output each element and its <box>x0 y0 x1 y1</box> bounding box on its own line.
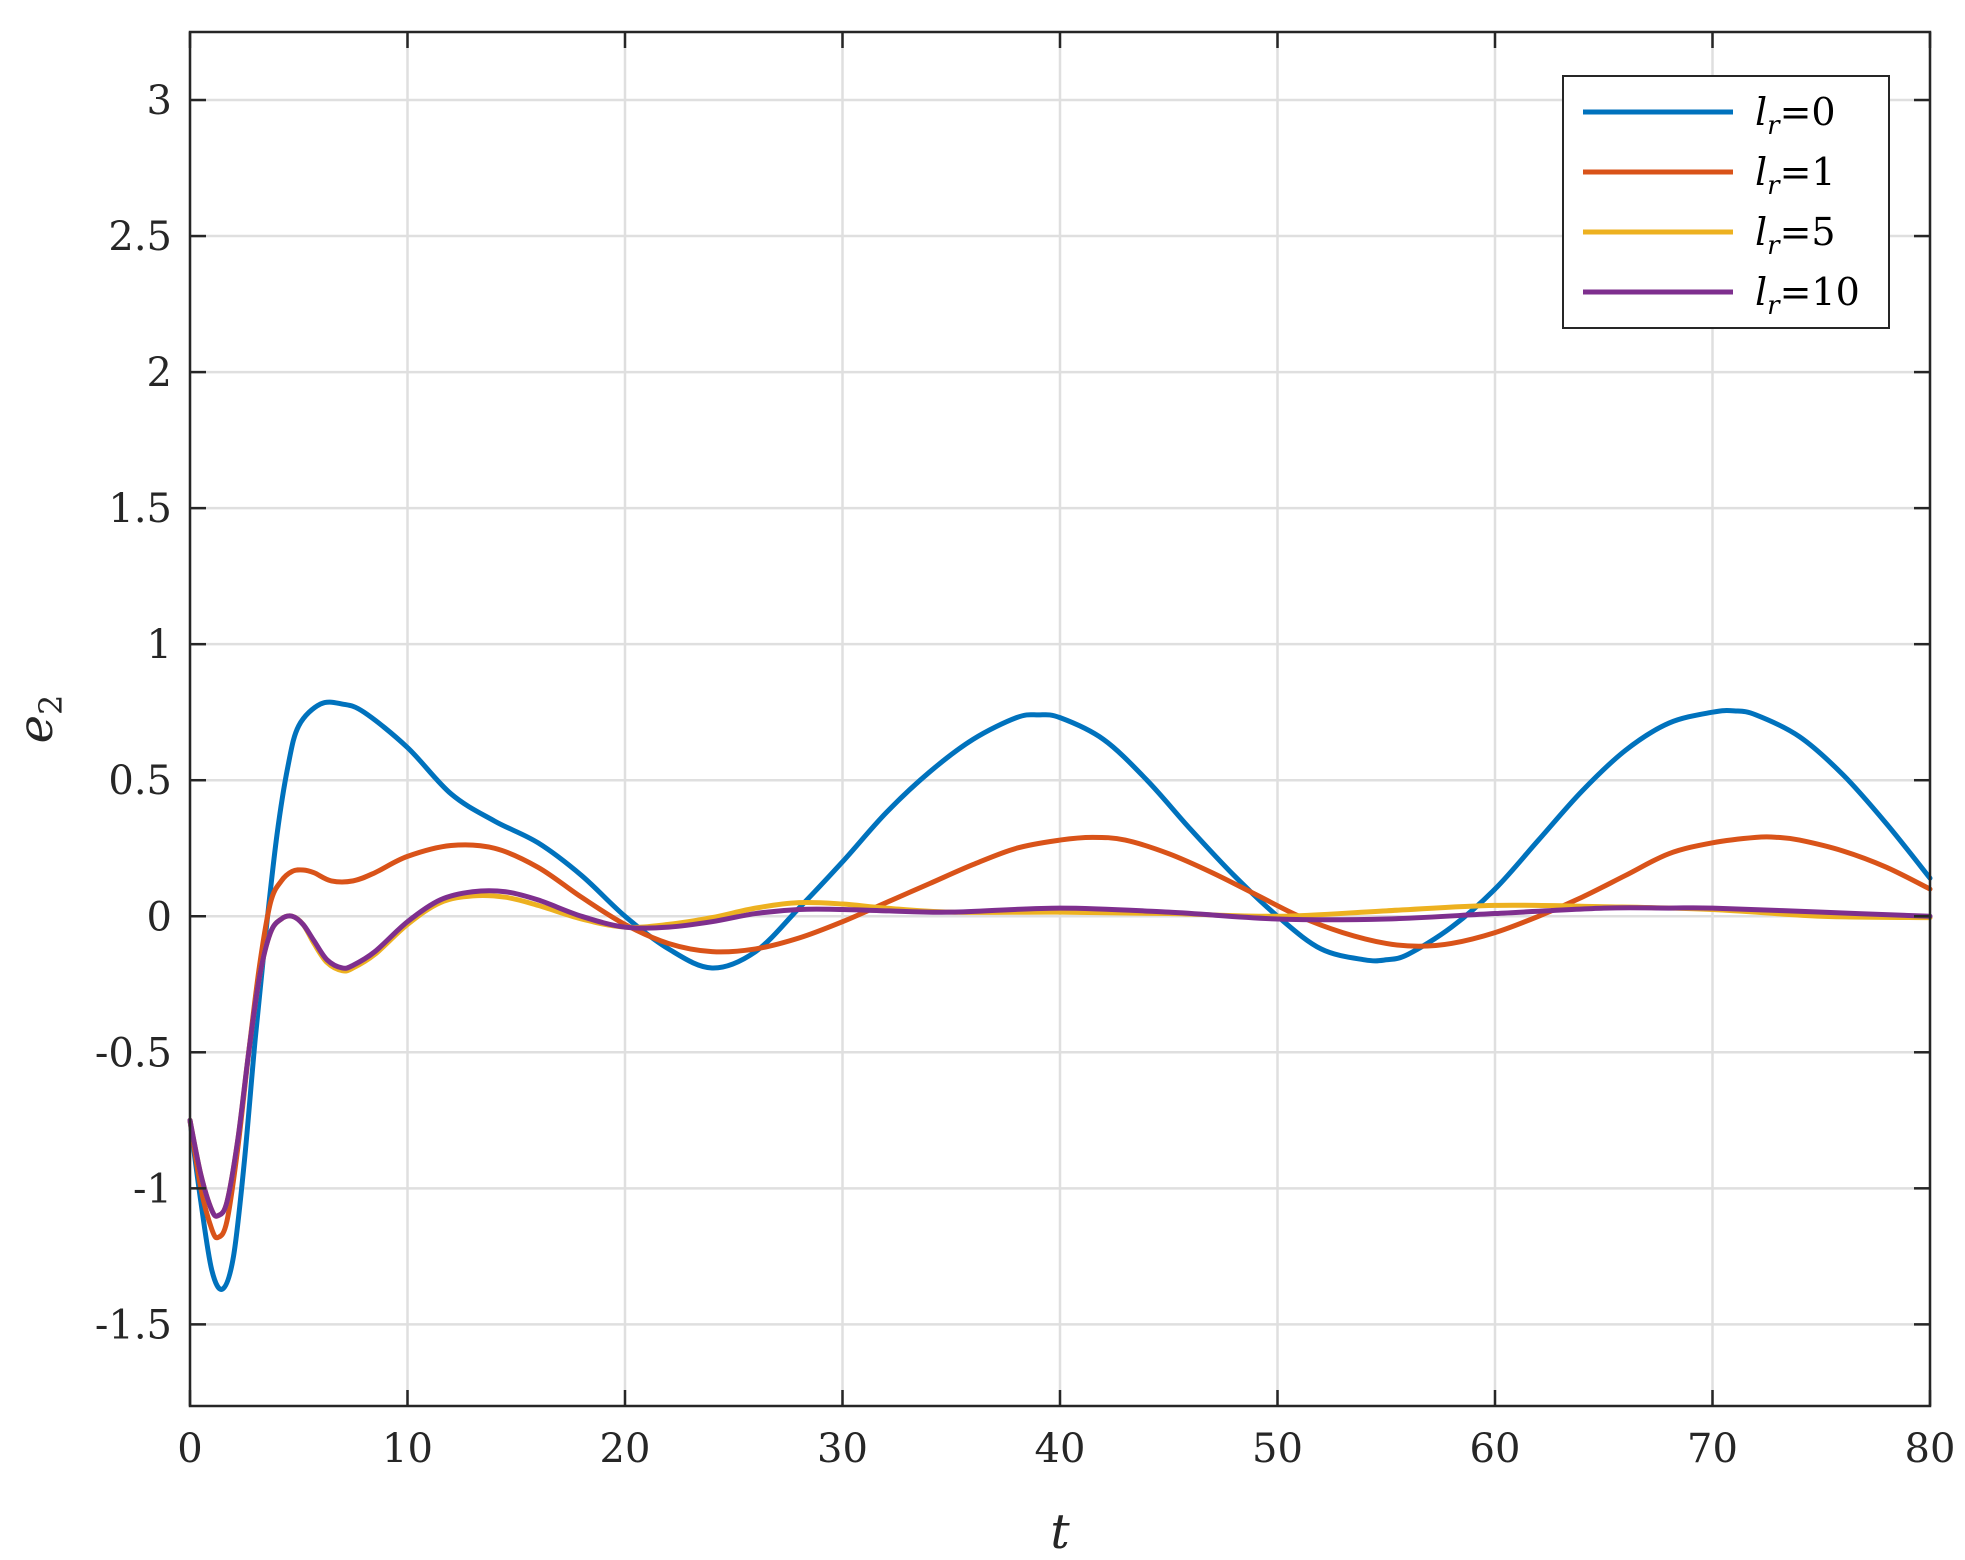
x-tick-label: 50 <box>1252 1426 1303 1472</box>
legend-label-0: lr=0 <box>1755 90 1836 141</box>
legend-var-1: l <box>1755 150 1767 194</box>
series-line-1 <box>187 834 1933 1241</box>
y-tick-label: 0.5 <box>108 758 172 804</box>
y-tick-label: 3 <box>147 78 172 124</box>
y-axis-label: e2 <box>8 695 70 744</box>
x-tick-label: 40 <box>1035 1426 1086 1472</box>
series-line-3 <box>187 888 1933 1219</box>
legend-sub-3: r <box>1767 291 1781 321</box>
x-axis-label: t <box>1050 1504 1070 1560</box>
y-axis-label-main: e <box>8 715 64 743</box>
x-tick-label: 30 <box>817 1426 868 1472</box>
legend-val-3: =10 <box>1780 270 1860 314</box>
legend-val-0: =0 <box>1780 90 1836 134</box>
legend-box <box>1562 75 1890 329</box>
x-tick-label: 20 <box>600 1426 651 1472</box>
y-tick-label: -1 <box>133 1166 172 1212</box>
legend-var-3: l <box>1755 270 1767 314</box>
x-tick-label: 70 <box>1687 1426 1738 1472</box>
legend-label-3: lr=10 <box>1755 270 1860 321</box>
legend-val-1: =1 <box>1780 150 1836 194</box>
legend-sub-2: r <box>1767 231 1781 261</box>
legend-var-2: l <box>1755 210 1767 254</box>
y-tick-label: 1 <box>147 622 172 668</box>
series-line-0 <box>187 699 1933 1292</box>
y-tick-label: 1.5 <box>108 486 172 532</box>
legend-sub-0: r <box>1767 111 1781 141</box>
x-tick-label: 60 <box>1470 1426 1521 1472</box>
y-tick-label: 2 <box>147 350 172 396</box>
y-tick-label: 2.5 <box>108 214 172 260</box>
legend: lr=0lr=1lr=5lr=10 <box>1562 75 1890 329</box>
legend-label-2: lr=5 <box>1755 210 1836 261</box>
ticks: 0 10 20 30 40 50 60 70 80 -1.5 -1 -0.5 0 0.5 1 1.5 2 2.5 3 <box>95 32 1956 1472</box>
x-tick-label: 80 <box>1905 1426 1956 1472</box>
legend-label-1: lr=1 <box>1755 150 1836 201</box>
y-tick-label: -1.5 <box>95 1302 172 1348</box>
legend-sub-1: r <box>1767 171 1781 201</box>
x-tick-label: 10 <box>382 1426 433 1472</box>
y-tick-label: 0 <box>147 894 172 940</box>
y-tick-label: -0.5 <box>95 1030 172 1076</box>
x-tick-label: 0 <box>177 1426 202 1472</box>
series-lines <box>187 699 1933 1292</box>
legend-var-0: l <box>1755 90 1767 134</box>
legend-val-2: =5 <box>1780 210 1836 254</box>
y-axis-label-subscript: 2 <box>32 695 70 715</box>
